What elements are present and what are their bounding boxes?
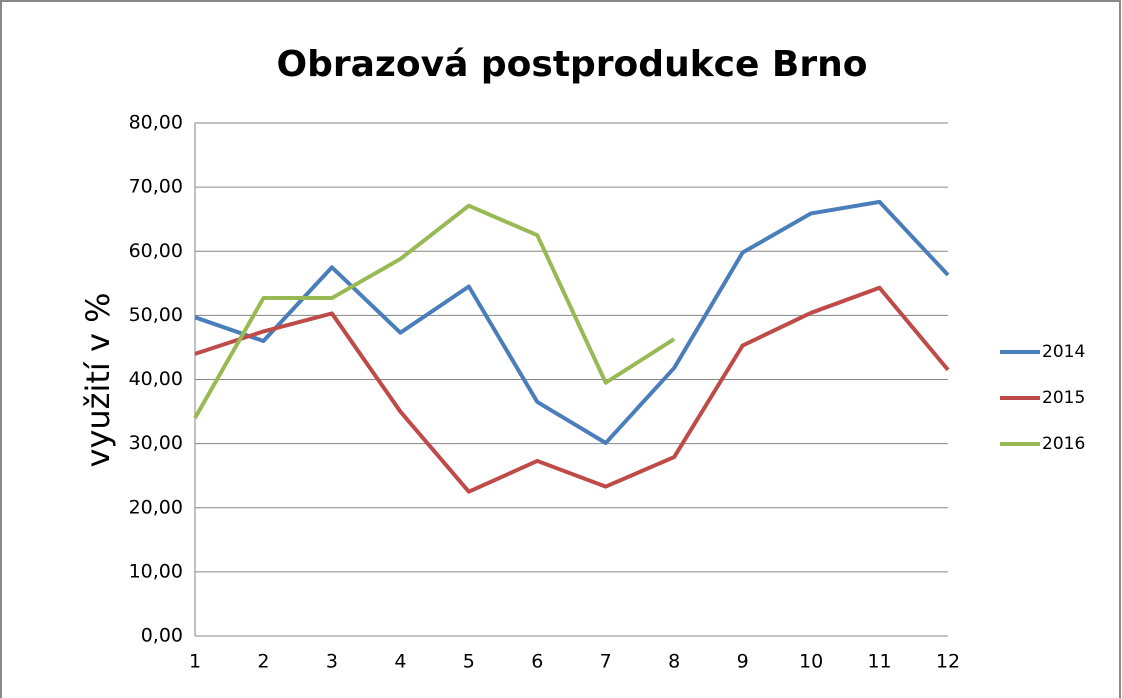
y-tick-label: 30,00: [129, 432, 183, 454]
x-tick-label: 9: [737, 651, 749, 673]
y-tick-label: 60,00: [129, 240, 183, 262]
y-tick-label: 70,00: [129, 176, 183, 198]
y-tick-label: 10,00: [129, 560, 183, 582]
x-tick-label: 2: [257, 651, 269, 673]
x-tick-label: 4: [394, 651, 406, 673]
series-line: [194, 199, 950, 445]
y-tick-label: 80,00: [129, 112, 183, 134]
chart-title: Obrazová postprodukce Brno: [277, 44, 868, 85]
series-line: [193, 203, 676, 419]
series-line: [194, 285, 950, 494]
x-tick-label: 5: [463, 651, 475, 673]
x-tick-label: 12: [936, 651, 960, 673]
y-tick-label: 50,00: [129, 304, 183, 326]
x-tick-label: 3: [326, 651, 338, 673]
x-tick-label: 1: [189, 651, 201, 673]
x-tick-label: 8: [668, 651, 680, 673]
y-tick-label: 40,00: [129, 368, 183, 390]
x-tick-label: 11: [867, 651, 891, 673]
legend-label: 2015: [1042, 388, 1085, 408]
y-axis-label: využití v %: [79, 293, 117, 468]
y-tick-label: 20,00: [129, 496, 183, 518]
legend-label: 2014: [1042, 342, 1085, 362]
y-tick-label: 0,00: [141, 625, 183, 647]
x-tick-label: 10: [799, 651, 823, 673]
x-tick-label: 6: [531, 651, 543, 673]
legend-label: 2016: [1042, 434, 1085, 454]
x-tick-label: 7: [600, 651, 612, 673]
